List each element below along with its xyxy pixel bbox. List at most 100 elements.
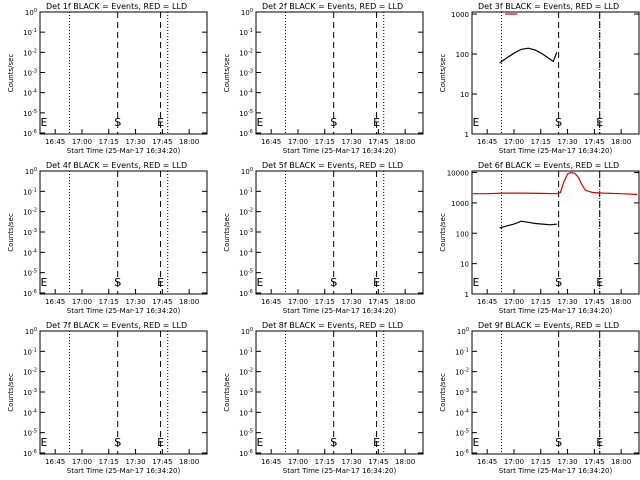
x-tick-label: 17:00 <box>288 138 308 146</box>
y-tick-label: 1 <box>465 291 469 299</box>
x-tick-label: 17:15 <box>315 298 335 306</box>
series-line-events <box>499 47 558 64</box>
y-tick-label: 100 <box>25 167 37 176</box>
x-tick-label: 17:45 <box>368 138 388 146</box>
plot-frame <box>39 170 208 295</box>
y-tick-label: 10-5 <box>239 429 253 438</box>
y-tick-label: 10-2 <box>239 208 253 217</box>
x-axis-label: Start Time (25-Mar-17 16:34:20) <box>499 147 613 155</box>
panel-title: Det 1f BLACK = Events, RED = LLD <box>46 2 187 11</box>
end-marker-e: E <box>373 276 380 289</box>
end-marker-e: E <box>157 276 164 289</box>
y-tick-label: 10 <box>460 261 469 269</box>
x-tick-label: 18:00 <box>395 138 415 146</box>
x-tick-label: 17:30 <box>557 138 577 146</box>
x-tick-label: 17:15 <box>99 298 119 306</box>
x-tick-label: 16:45 <box>477 458 497 466</box>
x-tick-label: 17:15 <box>531 298 551 306</box>
x-axis-label: Start Time (25-Mar-17 16:34:20) <box>67 467 181 475</box>
x-tick-label: 17:45 <box>368 298 388 306</box>
panel-title: Det 5f BLACK = Events, RED = LLD <box>262 161 403 170</box>
panel-det-4: Det 4f BLACK = Events, RED = LLD 100 10-1 1… <box>7 161 208 315</box>
y-axis-label: Counts/sec <box>439 373 447 412</box>
x-tick-label: 18:00 <box>611 138 631 146</box>
y-tick-label: 10-1 <box>455 347 469 356</box>
x-tick-label: 17:00 <box>504 298 524 306</box>
y-tick-label: 10-2 <box>239 48 253 57</box>
x-tick-label: 17:30 <box>341 458 361 466</box>
y-tick-label: 10-1 <box>23 347 37 356</box>
panel-det-2: Det 2f BLACK = Events, RED = LLD 100 10-1 1… <box>223 2 424 155</box>
end-marker-e: E <box>157 436 164 449</box>
x-tick-label: 17:45 <box>152 138 172 146</box>
x-tick-label: 18:00 <box>179 138 199 146</box>
x-axis-label: Start Time (25-Mar-17 16:34:20) <box>283 307 397 315</box>
panel-det-6: Det 6f BLACK = Events, RED = LLD 1 10 100 10… <box>439 161 640 315</box>
y-axis-label: Counts/sec <box>223 54 231 93</box>
x-tick-label: 17:45 <box>584 138 604 146</box>
y-tick-label: 10-4 <box>455 408 469 417</box>
plot-frame <box>39 11 208 135</box>
edge-marker-e: E <box>41 436 48 449</box>
y-tick-label: 1000 <box>451 11 469 19</box>
panel-title: Det 7f BLACK = Events, RED = LLD <box>46 321 187 330</box>
y-axis-label: Counts/sec <box>223 213 231 252</box>
x-tick-label: 17:30 <box>341 138 361 146</box>
x-axis-label: Start Time (25-Mar-17 16:34:20) <box>67 307 181 315</box>
edge-marker-e: E <box>473 436 480 449</box>
plot-frame <box>255 11 424 135</box>
plot-frame <box>39 330 208 455</box>
panel-det-7: Det 7f BLACK = Events, RED = LLD 100 10-1 1… <box>7 321 208 475</box>
x-tick-label: 16:45 <box>45 138 65 146</box>
start-marker-s: S <box>555 116 562 129</box>
y-tick-label: 10-1 <box>239 28 253 37</box>
y-axis-label: Counts/sec <box>7 373 15 412</box>
x-tick-label: 17:00 <box>288 458 308 466</box>
y-tick-label: 10-5 <box>239 269 253 278</box>
x-tick-label: 16:45 <box>261 298 281 306</box>
y-tick-label: 10-6 <box>239 449 253 458</box>
y-tick-label: 10-6 <box>239 289 253 298</box>
end-marker-e: E <box>596 116 603 129</box>
y-tick-label: 100 <box>25 8 37 17</box>
y-tick-label: 10-5 <box>23 269 37 278</box>
y-axis-label: Counts/sec <box>439 213 447 252</box>
y-tick-label: 10-6 <box>239 129 253 138</box>
panel-title: Det 2f BLACK = Events, RED = LLD <box>262 2 403 11</box>
start-marker-s: S <box>555 436 562 449</box>
y-tick-label: 10-2 <box>239 368 253 377</box>
x-tick-label: 17:30 <box>125 298 145 306</box>
y-tick-label: 100 <box>241 8 253 17</box>
x-tick-label: 17:00 <box>504 138 524 146</box>
y-tick-label: 10-1 <box>23 28 37 37</box>
end-marker-e: E <box>373 436 380 449</box>
y-axis-label: Counts/sec <box>223 373 231 412</box>
end-marker-e: E <box>157 116 164 129</box>
y-tick-label: 10-5 <box>23 429 37 438</box>
series-line-events <box>499 220 557 229</box>
y-tick-label: 10-6 <box>23 289 37 298</box>
x-tick-label: 17:00 <box>72 138 92 146</box>
x-tick-label: 16:45 <box>477 138 497 146</box>
y-tick-label: 10-2 <box>23 48 37 57</box>
panel-title: Det 6f BLACK = Events, RED = LLD <box>478 161 619 170</box>
y-tick-label: 1 <box>465 131 469 139</box>
y-axis-label: Counts/sec <box>7 213 15 252</box>
start-marker-s: S <box>114 436 121 449</box>
y-tick-label: 10000 <box>447 170 469 178</box>
x-tick-label: 17:30 <box>125 458 145 466</box>
y-tick-label: 10-4 <box>23 408 37 417</box>
x-tick-label: 17:30 <box>557 298 577 306</box>
edge-marker-e: E <box>257 436 264 449</box>
end-marker-e: E <box>596 436 603 449</box>
edge-marker-e: E <box>257 276 264 289</box>
x-tick-label: 17:45 <box>152 458 172 466</box>
y-tick-label: 10-6 <box>23 449 37 458</box>
panel-det-9: Det 9f BLACK = Events, RED = LLD 100 10-1 1… <box>439 321 640 475</box>
x-tick-label: 16:45 <box>45 298 65 306</box>
y-tick-label: 10-4 <box>239 89 253 98</box>
plot-frame <box>471 330 640 455</box>
x-tick-label: 17:45 <box>584 458 604 466</box>
panel-title: Det 8f BLACK = Events, RED = LLD <box>262 321 403 330</box>
y-tick-label: 10-3 <box>239 388 253 397</box>
